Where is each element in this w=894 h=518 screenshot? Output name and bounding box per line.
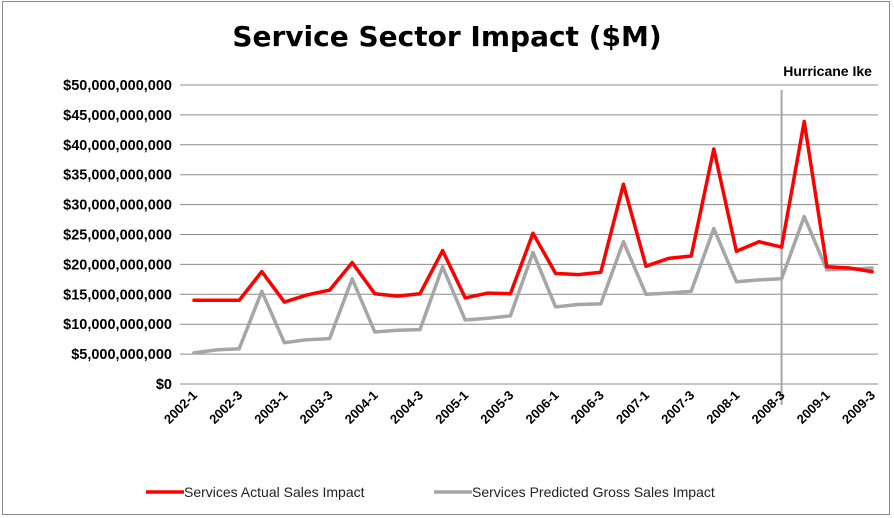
data-point	[870, 266, 874, 270]
legend: Services Actual Sales Impact Services Pre…	[146, 484, 715, 500]
x-tick-label: 2004-3	[387, 388, 426, 427]
x-tick-label: 2007-3	[658, 388, 697, 427]
x-tick-label: 2006-1	[522, 388, 561, 427]
x-tick-label: 2007-1	[613, 388, 652, 427]
x-tick-label: 2009-3	[839, 388, 878, 427]
data-point	[260, 289, 264, 293]
series-line	[192, 119, 874, 304]
y-tick-label: $30,000,000,000	[63, 198, 172, 214]
data-point	[508, 292, 512, 296]
series-layer	[192, 119, 874, 355]
y-axis-tick-labels: $0 $5,000,000,000 $10,000,000,000 $15,000,0…	[63, 78, 172, 393]
data-point	[395, 294, 399, 298]
data-point	[531, 231, 535, 235]
x-tick-label: 2006-3	[568, 388, 607, 427]
data-point	[689, 289, 693, 293]
annotation-label: Hurricane Ike	[783, 63, 872, 79]
data-point	[644, 292, 648, 296]
data-point	[237, 298, 241, 302]
data-point	[350, 277, 354, 281]
data-point	[441, 265, 445, 269]
y-tick-label: $40,000,000,000	[63, 138, 172, 154]
data-point	[350, 261, 354, 265]
data-point	[328, 336, 332, 341]
data-point	[418, 292, 422, 296]
data-point	[215, 348, 219, 352]
x-tick-label: 2002-3	[206, 388, 245, 427]
data-point	[192, 351, 196, 355]
data-point	[757, 278, 761, 282]
data-point	[463, 296, 467, 300]
y-tick-label: $20,000,000,000	[63, 257, 172, 273]
data-point	[463, 318, 467, 322]
x-tick-label: 2004-1	[342, 388, 381, 427]
data-point	[508, 314, 512, 318]
data-point	[192, 298, 196, 302]
data-point	[599, 302, 603, 306]
data-point	[373, 292, 377, 296]
data-point	[825, 268, 829, 272]
y-tick-label: $0	[156, 377, 172, 393]
x-tick-label: 2008-3	[748, 388, 787, 427]
data-point	[395, 328, 399, 332]
data-point	[644, 264, 648, 268]
y-tick-label: $50,000,000,000	[63, 78, 172, 94]
data-point	[667, 256, 671, 261]
data-point	[757, 240, 761, 244]
data-point	[576, 302, 580, 307]
x-tick-label: 2009-1	[794, 388, 833, 427]
y-tick-label: $45,000,000,000	[63, 108, 172, 124]
data-point	[418, 327, 422, 332]
x-tick-label: 2005-1	[432, 388, 471, 427]
data-point	[486, 291, 490, 295]
data-point	[215, 298, 219, 302]
data-point	[780, 277, 784, 281]
x-axis-tick-labels: 2002-1 2002-3 2003-1 2003-3 2004-1 2004-3 2005…	[161, 388, 878, 427]
data-point	[780, 245, 784, 249]
data-point	[667, 291, 671, 295]
x-tick-label: 2005-3	[477, 388, 516, 427]
data-point	[802, 214, 806, 219]
y-tick-label: $15,000,000,000	[63, 287, 172, 303]
data-point	[305, 293, 309, 297]
data-point	[328, 288, 332, 292]
data-point	[825, 265, 829, 269]
x-tick-label: 2003-3	[296, 388, 335, 427]
data-point	[734, 280, 739, 284]
grid-lines	[180, 84, 878, 385]
data-point	[486, 316, 490, 320]
data-point	[554, 305, 558, 309]
legend-label: Services Predicted Gross Sales Impact	[472, 484, 715, 500]
data-point	[847, 266, 852, 270]
data-point	[282, 341, 286, 345]
data-point	[441, 249, 445, 253]
data-point	[712, 147, 716, 151]
data-point	[734, 249, 739, 253]
data-point	[373, 330, 377, 334]
legend-label: Services Actual Sales Impact	[184, 484, 365, 500]
data-point	[531, 250, 535, 255]
data-point	[599, 270, 603, 274]
data-point	[870, 269, 874, 274]
y-tick-label: $10,000,000,000	[63, 317, 172, 333]
data-point	[576, 272, 580, 277]
data-point	[712, 226, 716, 231]
data-point	[237, 347, 241, 351]
data-point	[621, 240, 626, 244]
data-point	[554, 271, 558, 275]
data-point	[802, 119, 806, 124]
y-tick-label: $25,000,000,000	[63, 228, 172, 244]
data-point	[282, 300, 286, 304]
y-tick-label: $5,000,000,000	[71, 347, 172, 363]
x-tick-label: 2003-1	[251, 388, 290, 427]
y-tick-label: $35,000,000,000	[63, 168, 172, 184]
data-point	[621, 182, 626, 186]
data-point	[305, 338, 309, 342]
data-point	[689, 254, 693, 258]
chart-title: Service Sector Impact ($M)	[232, 20, 662, 53]
x-tick-label: 2002-1	[161, 388, 200, 427]
x-tick-label: 2008-1	[703, 388, 742, 427]
data-point	[260, 269, 264, 274]
